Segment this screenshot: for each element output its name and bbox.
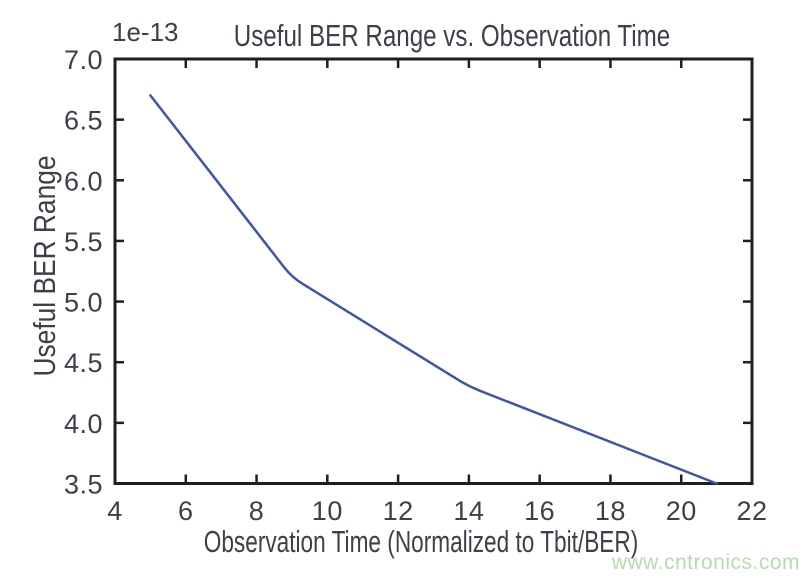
y-tick-label: 4.0 [64, 409, 103, 439]
x-tick-label: 10 [312, 496, 343, 526]
x-tick-label: 20 [666, 496, 697, 526]
ticks-layer: 4 6 8 10 12 14 16 18 20 22 3.5 4.0 4.5 5.0 5.5 6.0 6.5 7.… [64, 45, 767, 526]
x-tick-label: 14 [453, 496, 484, 526]
watermark-text: www.cntronics.com [611, 551, 800, 574]
y-tick-label: 3.5 [64, 470, 103, 500]
x-tick-label: 8 [249, 496, 265, 526]
plot-frame [113, 57, 754, 485]
y-tick-label: 5.0 [64, 288, 103, 318]
x-tick-label: 6 [178, 496, 194, 526]
y-axis-offset-text: 1e-13 [112, 17, 179, 47]
x-tick-label: 4 [107, 496, 123, 526]
y-tick-label: 7.0 [64, 45, 103, 75]
y-axis-label: Useful BER Range [28, 155, 62, 376]
x-tick-label: 22 [736, 496, 767, 526]
x-axis-label: Observation Time (Normalized to Tbit/BER… [204, 523, 638, 558]
y-tick-label: 6.0 [64, 166, 103, 196]
x-tick-label: 16 [524, 496, 555, 526]
chart-title: Useful BER Range vs. Observation Time [234, 18, 670, 53]
x-tick-label: 12 [383, 496, 414, 526]
x-tick-label: 18 [595, 496, 626, 526]
y-tick-label: 5.5 [64, 227, 103, 257]
y-tick-label: 6.5 [64, 106, 103, 136]
data-line-series [149, 94, 718, 485]
y-tick-label: 4.5 [64, 348, 103, 378]
